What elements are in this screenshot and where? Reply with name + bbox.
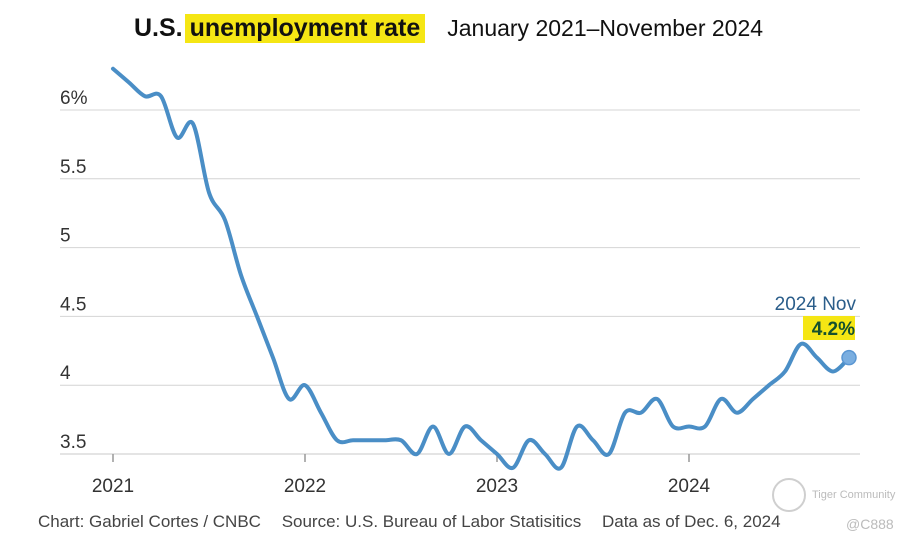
watermark-handle: @C888 bbox=[846, 516, 894, 532]
annotation-highlight bbox=[803, 316, 855, 340]
footer-credit: Chart: Gabriel Cortes / CNBC bbox=[38, 512, 261, 531]
footer-asof: Data as of Dec. 6, 2024 bbox=[601, 512, 781, 531]
x-tick-label: 2021 bbox=[92, 476, 134, 497]
series-line bbox=[111, 66, 851, 471]
y-tick-label: 4 bbox=[60, 363, 71, 384]
footer-source: Source: U.S. Bureau of Labor Statisitics bbox=[281, 512, 582, 531]
y-tick-label: 5.5 bbox=[60, 157, 86, 178]
chart-footer: Chart: Gabriel Cortes / CNBC Source: U.S… bbox=[38, 512, 797, 532]
watermark-name: Tiger Community bbox=[812, 489, 896, 501]
chart-subtitle: January 2021–November 2024 bbox=[447, 15, 764, 41]
y-tick-label: 3.5 bbox=[60, 432, 86, 453]
x-tick-label: 2022 bbox=[284, 476, 326, 497]
annotation-label: 2024 Nov bbox=[775, 294, 857, 315]
watermark: Tiger Community bbox=[772, 478, 895, 512]
tiger-logo-icon bbox=[772, 478, 806, 512]
end-point-marker bbox=[841, 349, 857, 366]
x-tick-label: 2024 bbox=[668, 476, 711, 497]
title-prefix: U.S. bbox=[134, 14, 183, 42]
y-tick-label: 4.5 bbox=[60, 294, 86, 315]
title-highlight: unemployment rate bbox=[184, 14, 426, 43]
y-tick-label: 6% bbox=[60, 88, 88, 109]
y-tick-label: 5 bbox=[60, 226, 71, 247]
x-tick-label: 2023 bbox=[476, 476, 518, 497]
annotation-value: 4.2% bbox=[812, 319, 855, 340]
chart-title: U.S. unemployment rate January 2021–Nove… bbox=[134, 14, 763, 43]
